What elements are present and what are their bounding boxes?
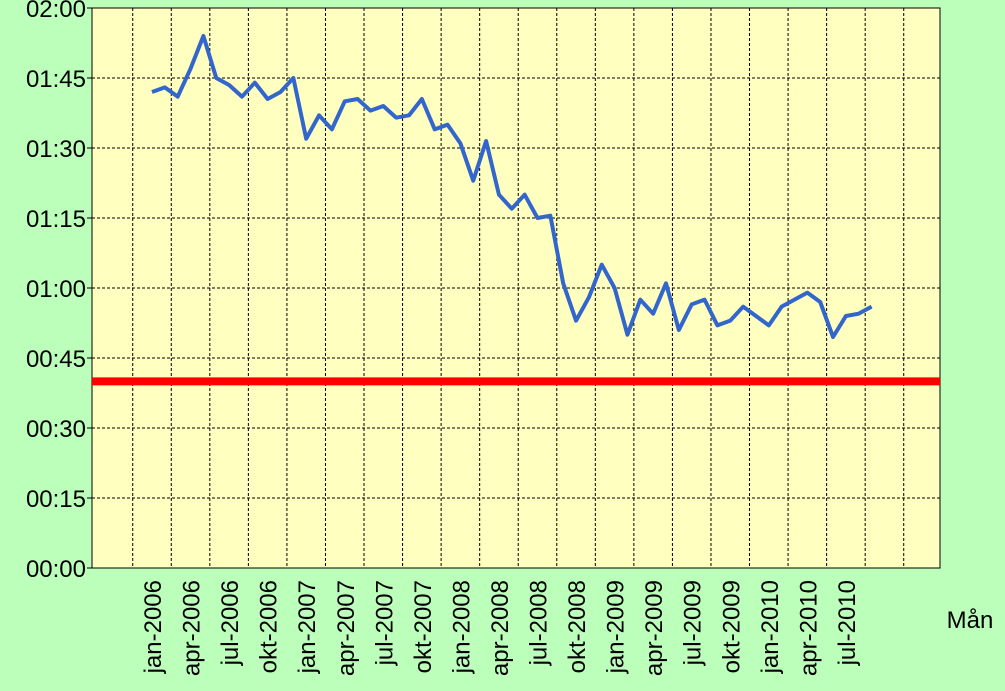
y-tick-label: 00:30 <box>26 416 86 443</box>
y-tick-label: 01:30 <box>26 136 86 163</box>
data-line <box>151 34 873 339</box>
x-tick-label: apr-2008 <box>487 580 514 676</box>
x-tick-label: jan-2009 <box>603 580 630 674</box>
x-tick-label: jan-2008 <box>448 580 475 674</box>
x-tick-label: apr-2009 <box>641 580 668 676</box>
y-tick-label: 01:15 <box>26 206 86 233</box>
x-tick-label: okt-2008 <box>564 580 591 673</box>
x-tick-label: okt-2006 <box>256 580 283 673</box>
x-tick-label: jan-2007 <box>294 580 321 674</box>
x-tick-label: jul-2008 <box>526 580 553 666</box>
y-tick-label: 00:45 <box>26 346 86 373</box>
x-tick-label: jan-2006 <box>140 580 167 674</box>
y-tick-label: 00:15 <box>26 486 86 513</box>
x-tick-label: apr-2006 <box>179 580 206 676</box>
x-tick-label: apr-2010 <box>795 580 822 676</box>
x-tick-label: jul-2006 <box>217 580 244 666</box>
y-tick-label: 00:00 <box>26 556 86 583</box>
y-tick-label: 01:45 <box>26 66 86 93</box>
x-axis-label: Mån <box>947 607 994 634</box>
x-tick-label: jan-2010 <box>757 580 784 674</box>
x-tick-label: jul-2010 <box>834 580 861 666</box>
y-tick-label: 02:00 <box>26 0 86 23</box>
x-tick-label: jul-2007 <box>371 580 398 666</box>
y-tick-label: 01:00 <box>26 276 86 303</box>
x-tick-label: okt-2007 <box>410 580 437 673</box>
x-tick-label: okt-2009 <box>718 580 745 673</box>
x-tick-label: jul-2009 <box>680 580 707 666</box>
x-tick-label: apr-2007 <box>333 580 360 676</box>
